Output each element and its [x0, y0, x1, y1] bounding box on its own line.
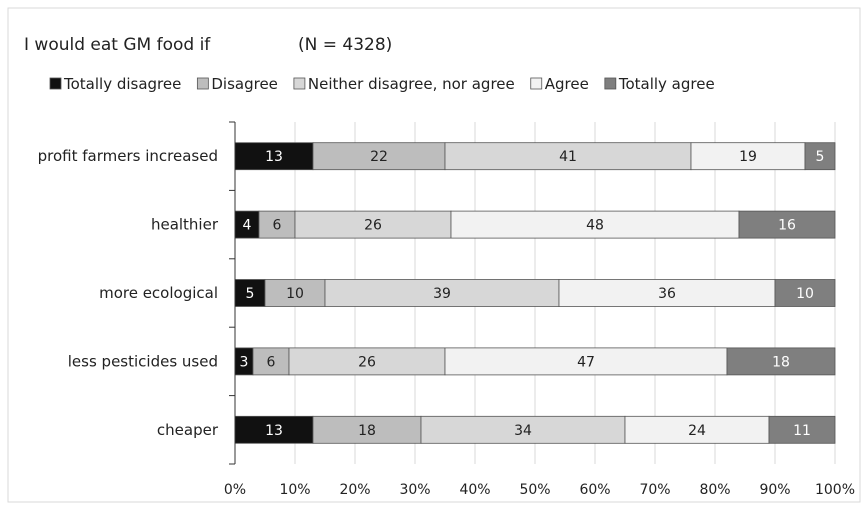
x-tick-label: 80% [699, 482, 730, 498]
legend-swatch [530, 77, 543, 90]
data-label: 5 [246, 286, 255, 302]
data-label: 18 [772, 354, 790, 370]
bar-segment [774, 279, 836, 307]
legend-swatch [196, 77, 209, 90]
x-tick-label: 10% [279, 482, 310, 498]
bar-segment [312, 142, 446, 171]
data-label: 34 [514, 423, 532, 439]
data-label: 6 [273, 218, 282, 234]
x-tick-label: 70% [639, 482, 670, 498]
x-tick-label: 0% [224, 482, 246, 498]
bar-segment [324, 279, 560, 307]
data-label: 26 [358, 354, 376, 370]
legend-label: Disagree [211, 75, 278, 93]
bar-segment [234, 142, 314, 171]
bar-segment [804, 142, 836, 171]
bar-segment [234, 210, 260, 239]
data-label: 6 [267, 354, 276, 370]
legend: Totally disagree Disagree Neither disagree… [49, 75, 715, 93]
bar-segment [264, 279, 326, 307]
x-tick-label: 50% [519, 482, 550, 498]
x-tick-label: 40% [459, 482, 490, 498]
bar-segment [738, 210, 836, 239]
bar-segment [768, 415, 836, 444]
bar-segment [726, 347, 836, 376]
data-label: 11 [793, 423, 811, 439]
category-label: less pesticides used [68, 352, 218, 370]
bar-segment [558, 279, 776, 307]
data-label: 24 [688, 423, 706, 439]
x-tick-label: 60% [579, 482, 610, 498]
legend-label: Totally disagree [63, 75, 181, 93]
bar-segment [312, 415, 422, 444]
data-label: 19 [739, 149, 757, 165]
data-label: 13 [265, 423, 283, 439]
data-label: 3 [240, 354, 249, 370]
x-tick-label: 90% [759, 482, 790, 498]
data-label: 48 [586, 218, 604, 234]
data-label: 5 [816, 149, 825, 165]
data-label: 41 [559, 149, 577, 165]
x-tick-label: 30% [399, 482, 430, 498]
bar-segment [690, 142, 806, 171]
category-label: profit farmers increased [38, 147, 218, 165]
data-label: 47 [577, 354, 595, 370]
bar-segment [252, 347, 290, 376]
data-label: 4 [243, 218, 252, 234]
data-label: 36 [658, 286, 676, 302]
legend-label: Agree [545, 75, 589, 93]
chart-subtitle: (N = 4328) [298, 35, 392, 55]
legend-label: Neither disagree, nor agree [308, 75, 515, 93]
data-label: 26 [364, 218, 382, 234]
bar-segment [294, 210, 452, 239]
bar-segment [258, 210, 296, 239]
category-label: healthier [151, 216, 219, 234]
data-label: 39 [433, 286, 451, 302]
bar-segment [288, 347, 446, 376]
category-label: cheaper [157, 421, 219, 439]
data-label: 10 [286, 286, 304, 302]
legend-swatch [604, 77, 617, 90]
chart-title: I would eat GM food if [24, 35, 211, 55]
data-label: 10 [796, 286, 814, 302]
axes: 0% 10% 20% 30% 40% 50% 60% 70% 80% 90% 100% [224, 121, 855, 498]
data-label: 18 [358, 423, 376, 439]
data-label: 13 [265, 149, 283, 165]
category-label: more ecological [99, 284, 218, 302]
x-tick-label: 20% [339, 482, 370, 498]
legend-swatch [293, 77, 306, 90]
legend-label: Totally agree [618, 75, 715, 93]
legend-swatch [49, 77, 62, 90]
x-tick-label: 100% [815, 482, 855, 498]
bar-segment [450, 210, 740, 239]
bar-segment [444, 347, 728, 376]
bar-segment [420, 415, 626, 444]
bars: 13 22 41 19 5 profit farmers increased 4 6 26 48 1… [38, 142, 836, 444]
data-label: 22 [370, 149, 388, 165]
data-label: 16 [778, 218, 796, 234]
